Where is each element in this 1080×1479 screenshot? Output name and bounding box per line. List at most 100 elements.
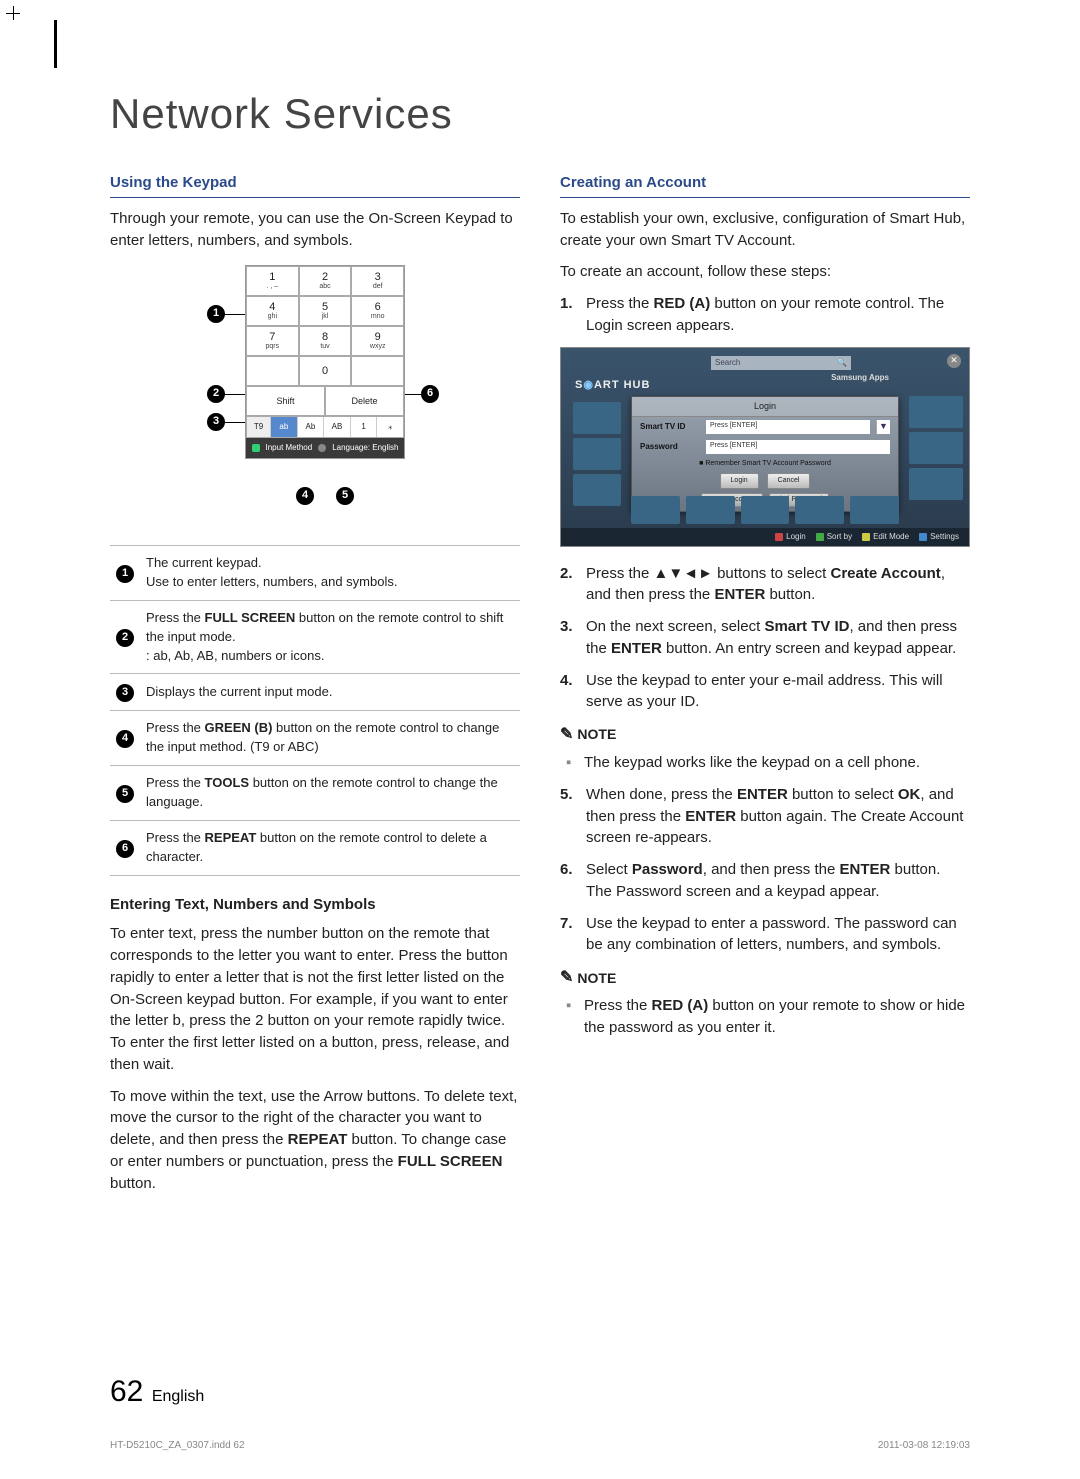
build-timestamp: 2011-03-08 12:19:03 (878, 1440, 970, 1451)
fig-brand: S◉ART HUB (575, 378, 650, 394)
fig-close-icon: ✕ (947, 354, 961, 368)
step-3: On the next screen, select Smart TV ID, … (560, 616, 970, 660)
keypad-figure: 1. , –2abc3def 4ghi5jkl6mno 7pqrs8tuv9wxyz… (165, 265, 465, 525)
keypad-t9: T9 (247, 417, 270, 437)
content-columns: Using the Keypad Through your remote, yo… (110, 162, 970, 1204)
fig-cancel-btn: Cancel (767, 473, 811, 489)
legend-row: 4Press the GREEN (B) button on the remot… (110, 711, 520, 766)
keypad-key: 8tuv (299, 326, 352, 356)
page-number: 62 (110, 1375, 143, 1408)
legend-row: 5Press the TOOLS button on the remote co… (110, 766, 520, 821)
fig-row-pw: Password Press [ENTER] (632, 437, 898, 457)
fig-footer-item: Edit Mode (862, 531, 909, 543)
heading-entering-text: Entering Text, Numbers and Symbols (110, 894, 520, 916)
legend-row: 6Press the REPEAT button on the remote c… (110, 820, 520, 875)
keypad-key: 9wxyz (351, 326, 404, 356)
callouts-bottom: 4 5 (245, 487, 405, 505)
entering-para-1: To enter text, press the number button o… (110, 923, 520, 1075)
keypad-status-bar: Input MethodLanguage: English (246, 438, 404, 458)
page-language: English (152, 1388, 204, 1405)
note-heading-1: ✎NOTE (560, 723, 970, 746)
fig-search-bar: Search🔍 (711, 356, 851, 370)
keypad-shift: Shift (246, 386, 325, 416)
keypad-intro: Through your remote, you can use the On-… (110, 208, 520, 252)
login-screenshot: Search🔍 S◉ART HUB Samsung Apps ✕ Login S… (560, 347, 970, 547)
legend-row: 2Press the FULL SCREEN button on the rem… (110, 600, 520, 674)
keypad-key: 0 (299, 356, 352, 386)
note-list-2: Press the RED (A) button on your remote … (560, 995, 970, 1039)
page-title: Network Services (110, 90, 970, 138)
note-list-1: The keypad works like the keypad on a ce… (560, 752, 970, 774)
account-intro-1: To establish your own, exclusive, config… (560, 208, 970, 252)
keypad-key: 5jkl (299, 296, 352, 326)
keypad-mode-row: T9abAbAB1⁎ (246, 416, 404, 438)
callout-1-line (225, 314, 245, 315)
step-5: When done, press the ENTER button to sel… (560, 784, 970, 849)
keypad-key: 7pqrs (246, 326, 299, 356)
step-7: Use the keypad to enter a password. The … (560, 913, 970, 957)
step-6: Select Password, and then press the ENTE… (560, 859, 970, 903)
heading-creating-account: Creating an Account (560, 172, 970, 198)
fig-footer-item: Settings (919, 531, 959, 543)
callout-4: 4 (296, 487, 314, 505)
keypad-delete: Delete (325, 386, 404, 416)
note-heading-2: ✎NOTE (560, 966, 970, 989)
fine-print: HT-D5210C_ZA_0307.indd 62 2011-03-08 12:… (110, 1440, 970, 1451)
keypad-legend-table: 1The current keypad.Use to enter letters… (110, 545, 520, 875)
callout-6: 6 (421, 385, 439, 403)
steps-list-c: When done, press the ENTER button to sel… (560, 784, 970, 956)
steps-list-a: Press the RED (A) button on your remote … (560, 293, 970, 337)
right-column: Creating an Account To establish your ow… (560, 162, 970, 1204)
fig-footer-item: Sort by (816, 531, 852, 543)
fig-apps-label: Samsung Apps (831, 372, 889, 384)
fig-login-btn: Login (720, 473, 759, 489)
step-4: Use the keypad to enter your e-mail addr… (560, 670, 970, 714)
fig-left-tiles (567, 396, 627, 512)
keypad-grid: 1. , –2abc3def 4ghi5jkl6mno 7pqrs8tuv9wxyz… (245, 265, 405, 459)
legend-row: 1The current keypad.Use to enter letters… (110, 546, 520, 601)
crop-mark (6, 6, 20, 20)
note-2-item: Press the RED (A) button on your remote … (584, 995, 970, 1039)
fig-footer-item: Login (775, 531, 806, 543)
keypad-mode: ab (270, 417, 297, 437)
keypad-mode: AB (323, 417, 350, 437)
callout-2: 2 (207, 385, 225, 403)
fig-remember: ■ Remember Smart TV Account Password (632, 457, 898, 471)
step-2: Press the ▲▼◄► buttons to select Create … (560, 563, 970, 607)
callout-6-line (405, 394, 421, 395)
callout-2-line (225, 394, 245, 395)
callout-3-line (225, 422, 245, 423)
legend-row: 3Displays the current input mode. (110, 674, 520, 711)
step-1: Press the RED (A) button on your remote … (560, 293, 970, 337)
keypad-mode: ⁎ (376, 417, 403, 437)
fig-bottom-tiles (631, 496, 899, 524)
keypad-key: 1. , – (246, 266, 299, 296)
keypad-key: 3def (351, 266, 404, 296)
callout-5: 5 (336, 487, 354, 505)
keypad-key: 4ghi (246, 296, 299, 326)
manual-page: Network Services Using the Keypad Throug… (0, 0, 1080, 1479)
fig-panel-title: Login (632, 397, 898, 417)
fig-row-id: Smart TV ID Press [ENTER] ▼ (632, 417, 898, 437)
note-1-item: The keypad works like the keypad on a ce… (584, 752, 970, 774)
keypad-mode: 1 (350, 417, 377, 437)
callout-3: 3 (207, 413, 225, 431)
fig-right-tiles (909, 396, 963, 500)
steps-list-b: Press the ▲▼◄► buttons to select Create … (560, 563, 970, 714)
fig-buttons: Login Cancel (632, 471, 898, 491)
callout-1: 1 (207, 305, 225, 323)
heading-using-keypad: Using the Keypad (110, 172, 520, 198)
keypad-mode: Ab (297, 417, 324, 437)
fig-footer-bar: Login Sort by Edit Mode Settings (561, 528, 969, 546)
keypad-key: 6mno (351, 296, 404, 326)
keypad-key (351, 356, 404, 386)
fig-login-panel: Login Smart TV ID Press [ENTER] ▼ Passwo… (631, 396, 899, 512)
page-footer: 62 English (110, 1375, 204, 1409)
indd-filename: HT-D5210C_ZA_0307.indd 62 (110, 1440, 245, 1451)
fig-dropdown-icon: ▼ (876, 420, 890, 434)
left-column: Using the Keypad Through your remote, yo… (110, 162, 520, 1204)
account-intro-2: To create an account, follow these steps… (560, 261, 970, 283)
keypad-key: 2abc (299, 266, 352, 296)
entering-para-2: To move within the text, use the Arrow b… (110, 1086, 520, 1195)
binding-rule (54, 20, 57, 68)
